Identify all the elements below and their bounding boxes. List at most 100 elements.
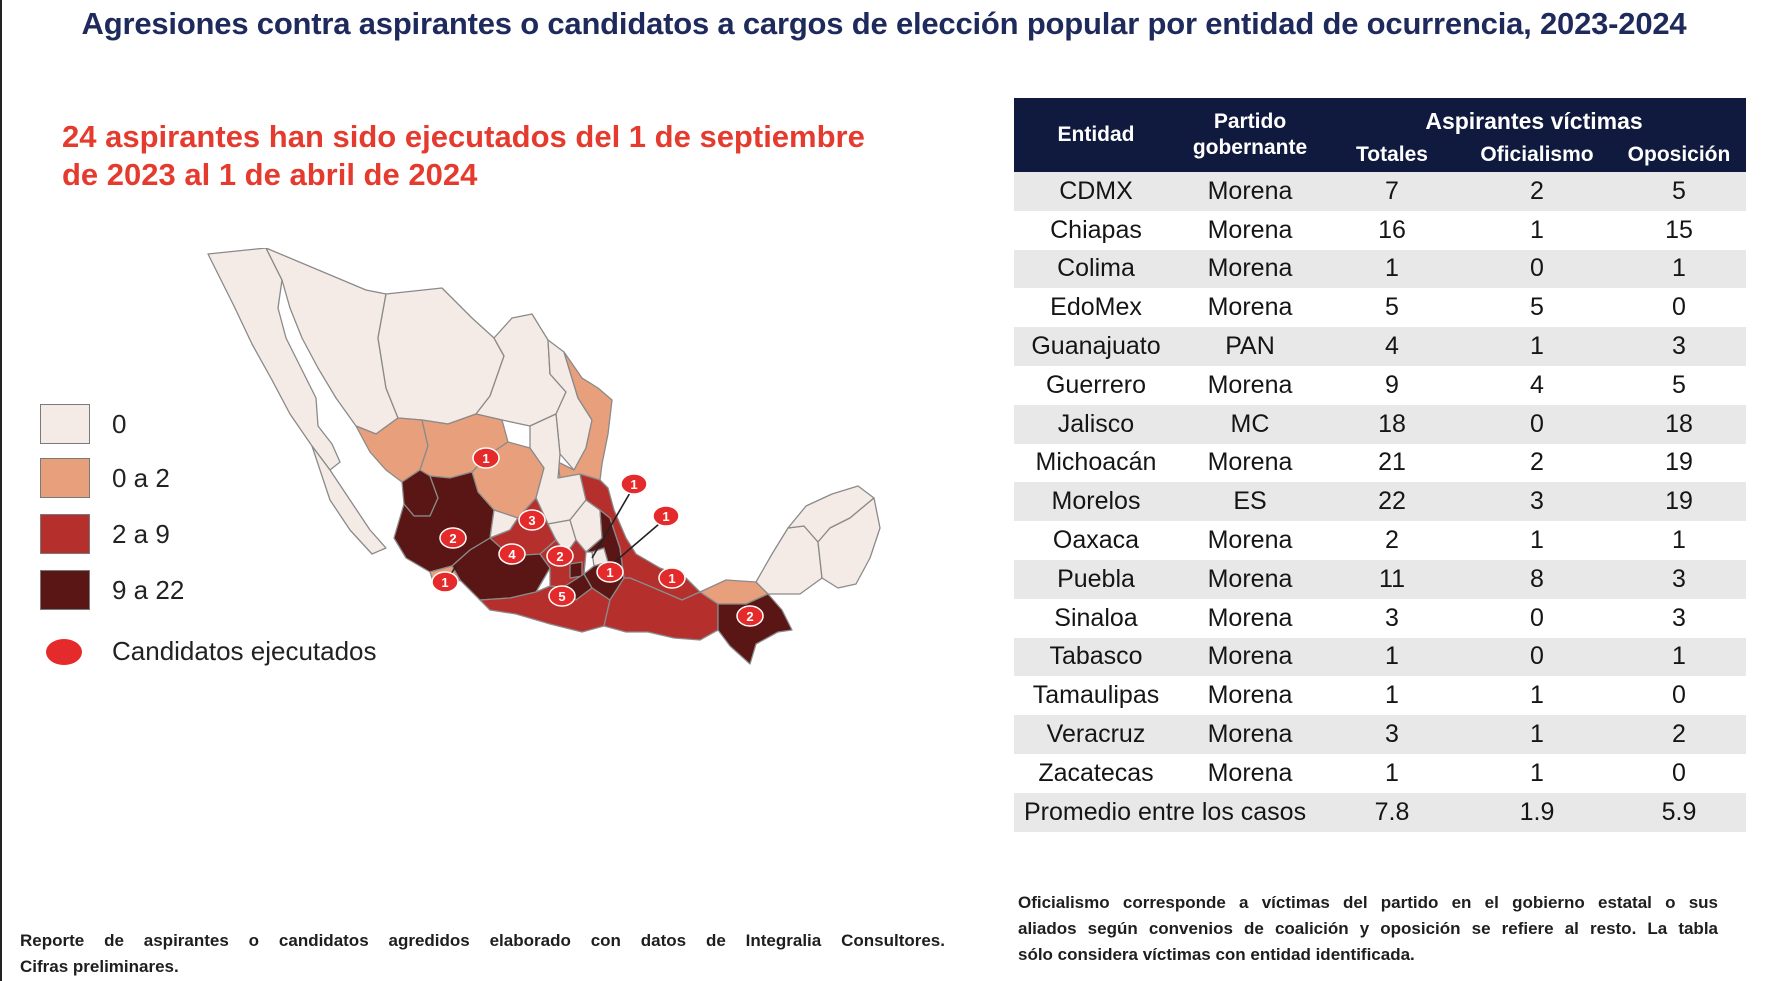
- cell-oficialismo: 8: [1530, 564, 1544, 593]
- marker-morelos: 1: [596, 561, 624, 583]
- cell-totales: 1: [1385, 758, 1399, 787]
- cell-totales: 5: [1385, 293, 1399, 322]
- left-frame-line: [0, 0, 2, 981]
- marker-edomex: 2: [546, 545, 574, 567]
- legend-item-3: 9 a 22: [40, 570, 184, 610]
- cell-oposicion: 0: [1672, 681, 1686, 710]
- header-partido: Partido gobernante: [1192, 110, 1308, 159]
- cell-partido: Morena: [1207, 526, 1293, 555]
- cell-partido: Morena: [1207, 564, 1293, 593]
- cell-oficialismo: 4: [1530, 370, 1544, 399]
- cell-oposicion: 5: [1672, 370, 1686, 399]
- cell-oposicion: 1: [1672, 642, 1686, 671]
- header-aspirantes-victimas: Aspirantes víctimas: [1425, 107, 1643, 134]
- cell-oficialismo: 0: [1530, 409, 1544, 438]
- cell-totales: 22: [1378, 487, 1406, 516]
- cell-oposicion: 0: [1672, 758, 1686, 787]
- mexico-map-svg: 1 1 1 3 2 4 2 1 1 1 5 2: [207, 247, 881, 665]
- table-row: Morelos ES 22 3 19: [1014, 482, 1747, 522]
- cell-totales: 18: [1378, 409, 1406, 438]
- legend-swatch-2: [40, 514, 90, 554]
- cell-oposicion: 2: [1672, 720, 1686, 749]
- footer-definition-note: Oficialismo corresponde a víctimas del p…: [1018, 890, 1718, 968]
- region-quintana-roo: [817, 497, 881, 589]
- region-chiapas: [717, 593, 793, 665]
- table-row: Tamaulipas Morena 1 1 0: [1014, 676, 1747, 716]
- cell-oficialismo: 1: [1530, 758, 1544, 787]
- cell-entidad: Oaxaca: [1052, 526, 1140, 555]
- cell-totales: 1: [1385, 254, 1399, 283]
- marker-michoacan: 4: [498, 543, 526, 565]
- cell-oposicion: 18: [1665, 409, 1693, 438]
- legend-item-1: 0 a 2: [40, 458, 170, 498]
- cell-entidad: Zacatecas: [1038, 758, 1154, 787]
- cell-oposicion: 15: [1665, 215, 1693, 244]
- cell-partido: ES: [1233, 487, 1267, 516]
- cell-oposicion: 5: [1672, 176, 1686, 205]
- average-label: Promedio entre los casos: [1024, 797, 1307, 826]
- svg-text:1: 1: [668, 571, 675, 586]
- marker-oaxaca: 1: [658, 567, 686, 589]
- table-row: Zacatecas Morena 1 1 0: [1014, 753, 1747, 793]
- cell-oficialismo: 1: [1530, 681, 1544, 710]
- mexico-map: 1 1 1 3 2 4 2 1 1 1 5 2: [190, 247, 990, 768]
- svg-text:5: 5: [558, 589, 565, 604]
- cell-entidad: Veracruz: [1046, 720, 1146, 749]
- cell-totales: 3: [1385, 603, 1399, 632]
- svg-text:3: 3: [528, 513, 535, 528]
- marker-chiapas: 2: [736, 605, 764, 627]
- cell-oficialismo: 0: [1530, 603, 1544, 632]
- table-row: Guerrero Morena 9 4 5: [1014, 365, 1747, 405]
- cell-totales: 4: [1385, 332, 1399, 361]
- footer-definition-line-2: aliados según convenios de coalición y o…: [1018, 919, 1718, 938]
- cell-partido: Morena: [1207, 642, 1293, 671]
- cell-oposicion: 1: [1672, 526, 1686, 555]
- svg-text:1: 1: [606, 565, 613, 580]
- svg-text:1: 1: [630, 477, 637, 492]
- cell-oposicion: 3: [1672, 603, 1686, 632]
- cell-entidad: Guerrero: [1045, 370, 1147, 399]
- legend-label-0: 0: [112, 408, 127, 439]
- marker-guanajuato: 3: [518, 509, 546, 531]
- cell-entidad: Sinaloa: [1054, 603, 1138, 632]
- cell-partido: Morena: [1207, 215, 1293, 244]
- victims-table-wrap: Entidad Partido gobernante Aspirantes ví…: [1014, 98, 1747, 832]
- legend-swatch-0: [40, 404, 90, 444]
- svg-text:2: 2: [449, 531, 456, 546]
- table-row: Veracruz Morena 3 1 2: [1014, 715, 1747, 754]
- table-row: Jalisco MC 18 0 18: [1014, 404, 1747, 444]
- cell-totales: 7: [1385, 176, 1399, 205]
- cell-partido: Morena: [1207, 448, 1293, 477]
- cell-oficialismo: 1: [1530, 215, 1544, 244]
- cell-totales: 1: [1385, 642, 1399, 671]
- footer-definition-line-3: sólo considera víctimas con entidad iden…: [1018, 945, 1415, 964]
- table-row: Oaxaca Morena 2 1 1: [1014, 521, 1747, 560]
- cell-oficialismo: 1: [1530, 720, 1544, 749]
- cell-oficialismo: 0: [1530, 254, 1544, 283]
- table-row: Colima Morena 1 0 1: [1014, 249, 1747, 289]
- cell-oposicion: 19: [1665, 448, 1693, 477]
- marker-colima: 1: [431, 571, 459, 593]
- cell-partido: Morena: [1207, 758, 1293, 787]
- average-oficialismo: 1.9: [1519, 797, 1555, 826]
- leader-line-puebla: [609, 517, 667, 567]
- cell-oficialismo: 3: [1530, 487, 1544, 516]
- cell-oficialismo: 2: [1530, 448, 1544, 477]
- legend-marker-label: Candidatos ejecutados: [112, 636, 377, 666]
- footer-source-line-2: Cifras preliminares.: [20, 957, 179, 976]
- cell-oficialismo: 5: [1530, 293, 1544, 322]
- region-jalisco: [393, 471, 495, 573]
- cell-partido: Morena: [1207, 603, 1293, 632]
- cell-totales: 16: [1378, 215, 1406, 244]
- marker-veracruz-north: 1: [620, 473, 648, 495]
- legend-swatch-3: [40, 570, 90, 610]
- table-body: CDMX Morena 7 2 5 Chiapas Morena 16 1 15 Colima Mor…: [1014, 172, 1747, 832]
- cell-totales: 3: [1385, 720, 1399, 749]
- cell-entidad: Tamaulipas: [1032, 681, 1160, 710]
- page-title: Agresiones contra aspirantes o candidato…: [81, 6, 1687, 41]
- cell-entidad: Puebla: [1057, 564, 1135, 593]
- cell-totales: 11: [1379, 564, 1405, 593]
- cell-entidad: Morelos: [1051, 487, 1141, 516]
- cell-totales: 9: [1385, 370, 1399, 399]
- headline-line-1: 24 aspirantes han sido ejecutados del 1 …: [62, 119, 865, 154]
